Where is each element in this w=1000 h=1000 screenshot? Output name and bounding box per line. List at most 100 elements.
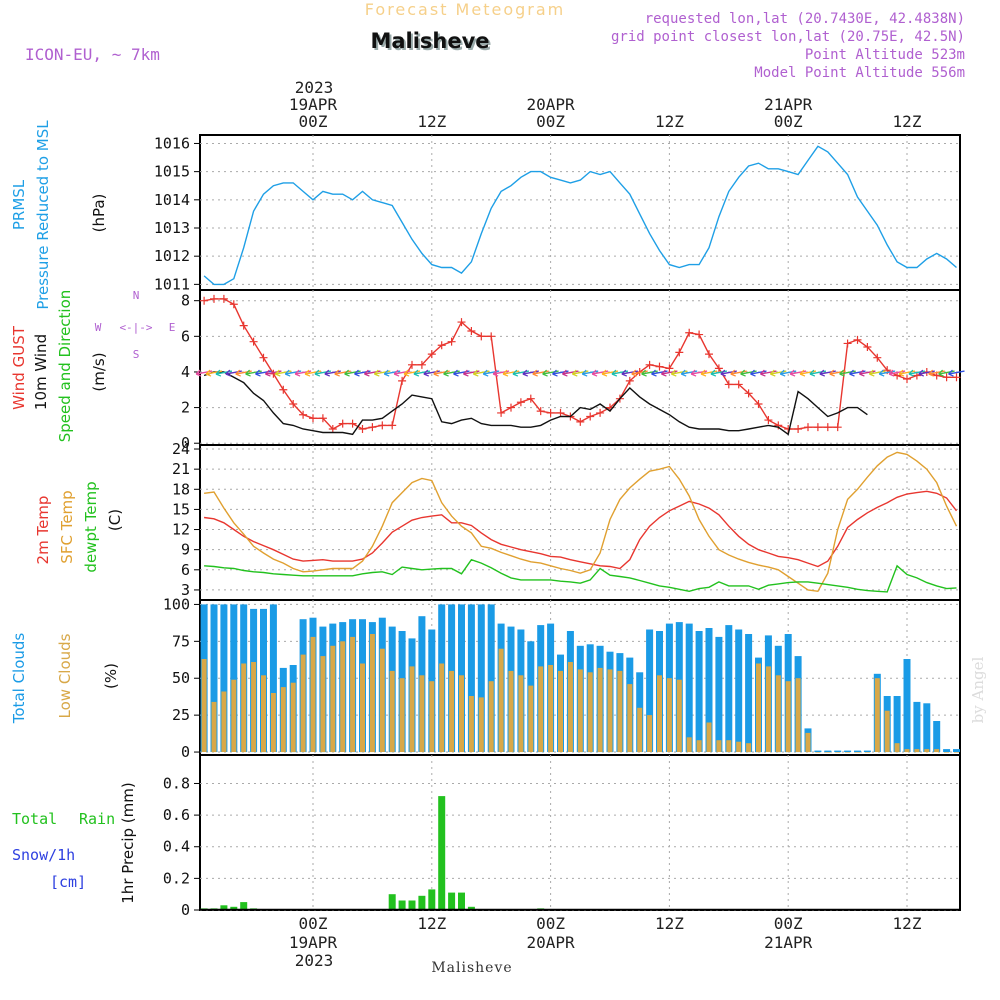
wind-arrow [660,369,678,377]
wind-arrow [829,369,846,377]
panel-1: 0 2 4 6 8 [181,289,965,452]
wind-10m-label: 10m Wind [32,334,50,410]
gust-marker [318,414,327,423]
bottom-location: Malisheve [431,960,512,976]
gust-marker [210,294,218,303]
rain-bar [438,796,446,910]
wind-arrow [195,369,213,377]
panel-4: 0 0.2 0.4 0.6 0.8 [163,754,961,919]
low-cloud-bar [617,670,623,753]
compass-s: S [133,348,140,361]
top-hour-label: 00Z [774,112,803,131]
gust-marker [249,337,258,346]
gust-marker [447,337,456,346]
y-tick-label: 4 [181,363,190,381]
low-cloud-bar [825,752,831,753]
rain-bar [467,906,475,910]
bottom-hour-label: 12Z [893,914,922,933]
low-cloud-bar [696,740,702,752]
gust-marker [576,417,585,426]
low-cloud-bar [360,663,365,753]
gust-marker [358,424,367,433]
wind-arrow [849,369,866,377]
wind-arrow [621,369,638,377]
wind-arrow [462,369,480,377]
compass-e: E [169,321,176,334]
gust-marker [427,350,436,359]
gust-marker [437,341,446,350]
low-cloud-bar [241,663,247,753]
y-tick-label: 1011 [154,275,190,293]
total-cloud-bar [913,701,921,753]
gust-marker [903,375,911,384]
wind-arrow [641,369,658,377]
low-cloud-bar [746,743,752,753]
rain-bar [220,905,228,910]
total-cloud-bar [933,721,941,752]
y-tick-label: 50 [172,669,190,687]
top-hour-label: 12Z [417,112,446,131]
wind-arrow [294,369,312,377]
low-cloud-bar [558,670,563,753]
low-cloud-bar [815,752,821,753]
low-cloud-bar [409,666,415,752]
precip-rain-label: Rain [79,810,115,828]
gust-marker [536,407,545,416]
low-cloud-bar [795,678,801,752]
gust-marker [645,360,654,369]
top-hour-label: 00Z [536,112,565,131]
low-cloud-bar [320,656,326,753]
grid-point-coords: grid point closest lon,lat (20.75E, 42.5… [611,29,965,45]
gust-marker [942,373,951,382]
model-altitude: Model Point Altitude 556m [754,65,965,81]
top-year: 2023 [295,78,334,97]
pressure-label-prmsl: PRMSL [10,179,28,230]
wind-speed-dir-label: Speed and Direction [56,290,74,443]
gust-marker [685,328,694,337]
watermark: by Angel [969,656,987,723]
y-tick-label: 18 [172,480,190,498]
wind-arrow [928,369,945,377]
low-cloud-bar [944,752,950,753]
wind-arrow [730,369,747,377]
wind-arrow [542,369,559,377]
low-cloud-bar [686,737,692,753]
gust-marker [398,376,407,385]
wind-arrow [522,369,539,377]
wind-arrow [532,369,549,377]
rain-bar [418,895,426,910]
wind-arrow [690,369,708,377]
gust-marker [348,419,357,428]
low-cloud-bar [775,675,781,753]
wind-arrow [472,369,490,377]
total-cloud-bar [903,659,911,752]
bottom-date-label: 20APR [527,933,576,952]
gust-marker [596,408,605,417]
panel-frame [199,134,961,291]
gust-marker [388,421,397,430]
rain-bar [408,900,416,910]
low-cloud-bar [419,675,425,753]
wind-arrow [255,369,272,377]
y-tick-label: 15 [172,500,190,518]
wind-arrow [354,369,371,377]
wind-arrow [908,369,926,377]
y-tick-label: 0 [181,434,190,452]
precip-unit: 1hr Precip (mm) [119,782,137,903]
bottom-hour-label: 00Z [536,914,565,933]
low-cloud-bar [627,684,633,752]
wind-arrow [571,369,589,377]
gust-marker [833,423,842,432]
wind-arrow [225,369,242,377]
gust-marker [309,414,317,423]
total-cloud-bar [269,604,277,752]
gust-marker [754,400,763,409]
precip-snow-label: Snow/1h [12,846,75,864]
gust-marker [625,376,634,385]
low-cloud-bar [221,691,227,752]
wind-arrow [561,369,579,377]
wind-arrow [868,369,886,377]
